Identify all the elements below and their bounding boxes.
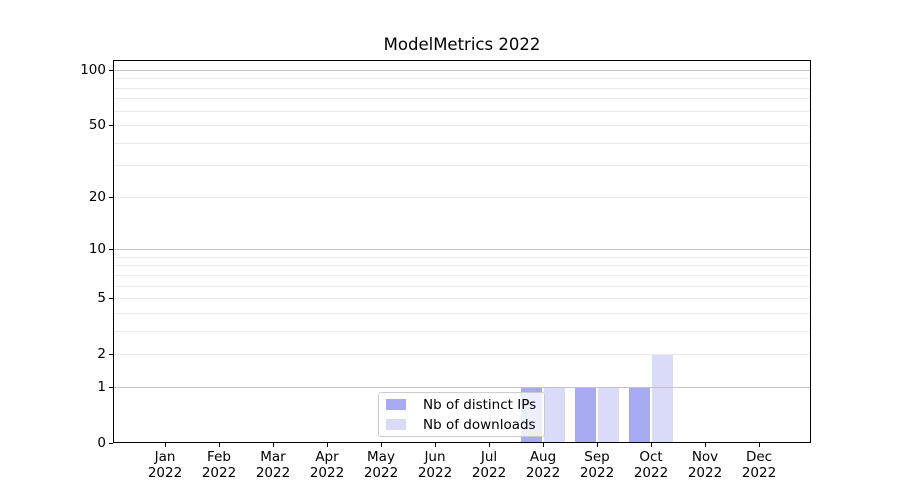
y-tick <box>109 125 113 127</box>
x-tick-label: Oct 2022 <box>633 449 669 481</box>
x-tick-label: Jun 2022 <box>417 449 453 481</box>
y-gridline-minor <box>114 98 810 100</box>
y-tick <box>109 354 113 356</box>
legend-swatch-downloads-icon <box>386 419 406 430</box>
x-tick <box>489 443 490 447</box>
plot-border <box>113 60 811 443</box>
x-tick <box>219 443 220 447</box>
y-gridline-minor <box>114 298 810 300</box>
x-tick <box>759 443 760 447</box>
x-tick <box>273 443 274 447</box>
legend: Nb of distinct IPs Nb of downloads <box>378 392 545 437</box>
y-tick <box>109 249 113 251</box>
bar-downloads-oct-2022 <box>652 354 673 442</box>
y-tick-label: 50 <box>88 117 106 134</box>
x-tick-label: Dec 2022 <box>741 449 777 481</box>
x-tick <box>435 443 436 447</box>
x-tick <box>651 443 652 447</box>
x-tick <box>597 443 598 447</box>
y-gridline-minor <box>114 165 810 167</box>
y-gridline-minor <box>114 265 810 267</box>
bar-downloads-sep-2022 <box>598 386 619 442</box>
legend-item-distinct-ips: Nb of distinct IPs <box>386 396 544 413</box>
x-tick-label: Mar 2022 <box>255 449 291 481</box>
y-tick <box>109 196 113 198</box>
y-gridline-major <box>114 249 810 251</box>
bar-downloads-aug-2022 <box>544 386 565 442</box>
x-tick-label: Sep 2022 <box>579 449 615 481</box>
legend-label-distinct-ips: Nb of distinct IPs <box>423 396 537 413</box>
y-tick <box>109 443 113 444</box>
x-tick <box>165 443 166 447</box>
y-gridline-minor <box>114 78 810 80</box>
chart-title: ModelMetrics 2022 <box>383 35 541 54</box>
legend-label-downloads: Nb of downloads <box>423 416 536 433</box>
x-tick <box>327 443 328 447</box>
y-tick <box>109 70 113 71</box>
y-gridline-minor <box>114 312 810 314</box>
y-tick-label: 100 <box>80 62 106 78</box>
x-tick-label: Nov 2022 <box>687 449 723 481</box>
y-gridline-minor <box>114 256 810 258</box>
y-gridline-minor <box>114 87 810 89</box>
y-tick <box>109 298 113 300</box>
x-tick-label: Jul 2022 <box>471 449 507 481</box>
y-gridline-minor <box>114 196 810 198</box>
x-tick <box>543 443 544 447</box>
x-tick-label: Aug 2022 <box>525 449 561 481</box>
x-tick <box>705 443 706 447</box>
x-tick-label: Apr 2022 <box>309 449 345 481</box>
x-tick-label: Feb 2022 <box>201 449 237 481</box>
bar-distinct-ips-oct-2022 <box>629 386 650 442</box>
y-gridline-minor <box>114 330 810 332</box>
y-gridline-minor <box>114 274 810 276</box>
y-gridline-minor <box>114 354 810 356</box>
bar-distinct-ips-sep-2022 <box>575 386 596 442</box>
legend-swatch-distinct-ips-icon <box>386 399 406 410</box>
legend-item-downloads: Nb of downloads <box>386 416 544 433</box>
y-tick-label: 1 <box>97 378 106 395</box>
y-gridline-minor <box>114 285 810 287</box>
y-gridline-major <box>114 386 810 388</box>
y-tick-label: 10 <box>88 241 106 258</box>
x-tick-label: May 2022 <box>363 449 399 481</box>
y-gridline-minor <box>114 110 810 112</box>
x-tick-label: Jan 2022 <box>147 449 183 481</box>
y-tick-label: 2 <box>97 346 106 363</box>
y-tick <box>109 386 113 388</box>
y-gridline-major <box>114 70 810 71</box>
y-gridline-minor <box>114 142 810 144</box>
x-tick <box>381 443 382 447</box>
y-gridline-minor <box>114 125 810 127</box>
y-tick-label: 0 <box>97 435 106 451</box>
y-tick-label: 5 <box>97 290 106 307</box>
y-tick-label: 20 <box>88 188 106 205</box>
